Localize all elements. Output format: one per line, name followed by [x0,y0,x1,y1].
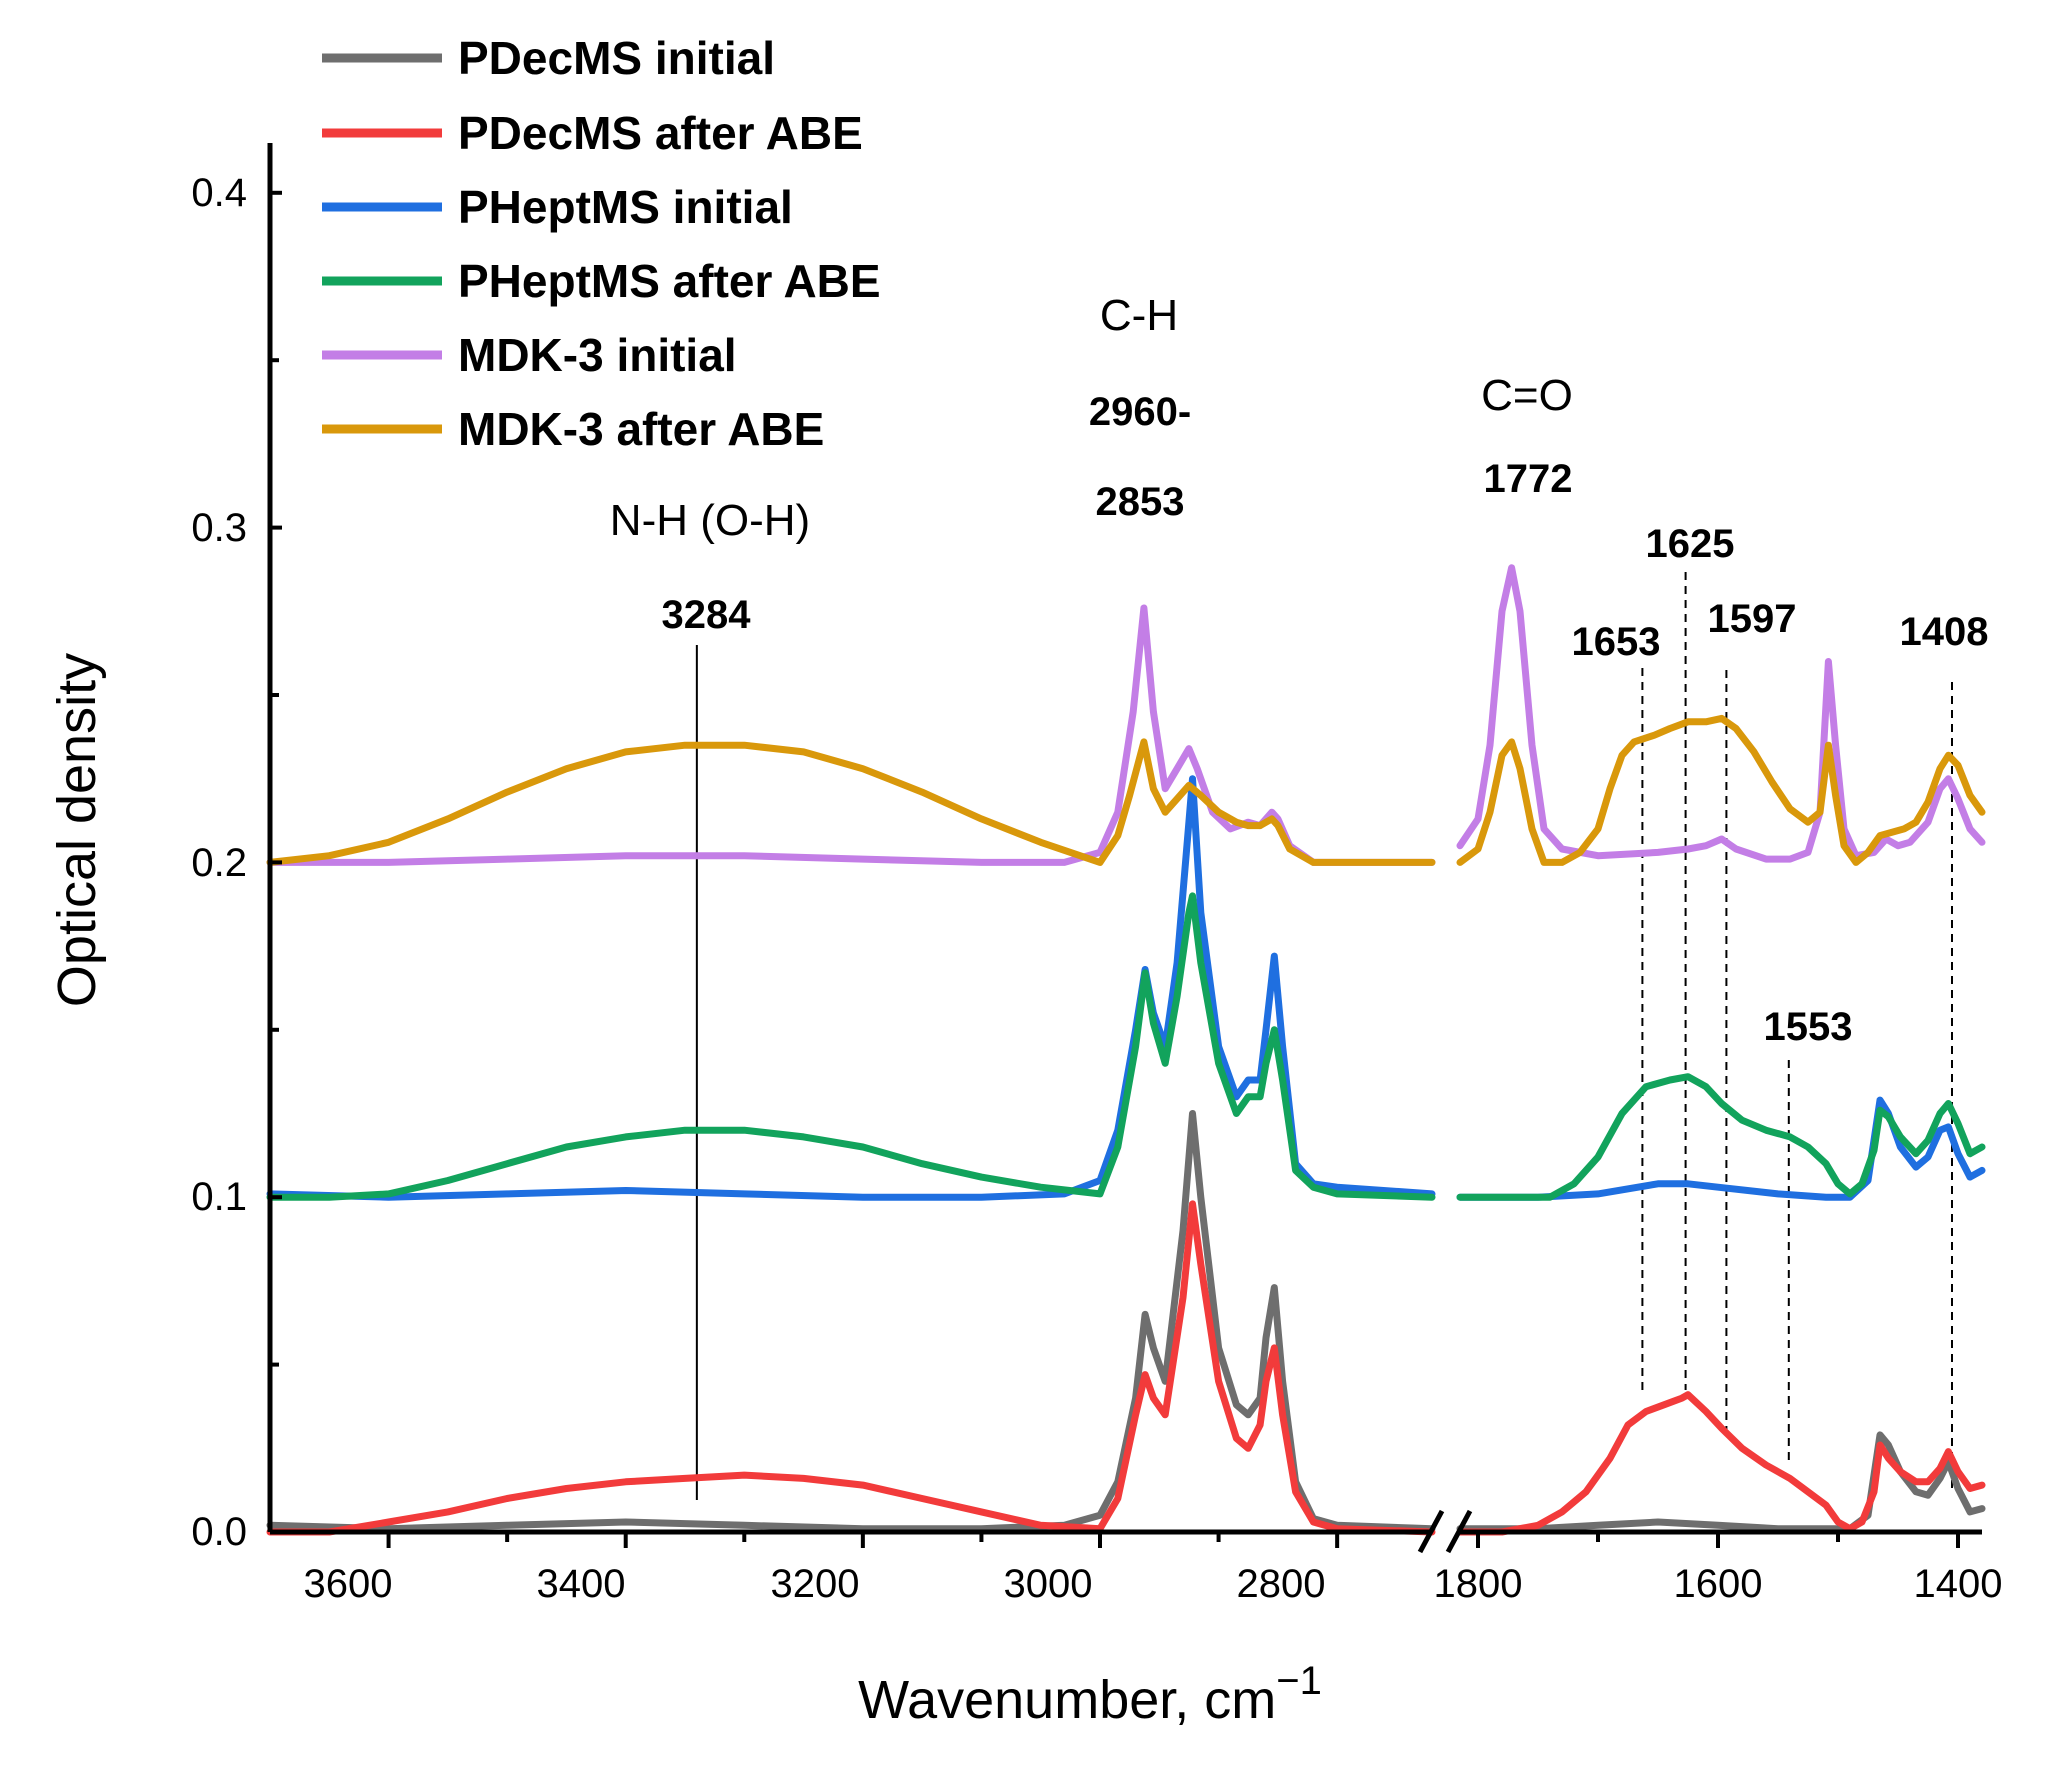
x-tick-labels: 3600 3400 3200 3000 2800 1800 1600 1400 [304,1562,2003,1606]
annotation-ch-value-1: 2960- [1089,390,1191,434]
reference-lines [695,572,1953,1500]
series-line-mdk-3-initial-low [1456,564,1986,863]
y-axis-title: Optical density [47,653,107,1007]
x-tick-label: 3000 [1004,1562,1093,1606]
x-axis-title-main: Wavenumber, cm [858,1670,1276,1730]
series-line-mdk-3-after-abe-high [266,738,1436,866]
legend-label: PHeptMS initial [458,181,793,233]
x-tick-label: 2800 [1237,1562,1326,1606]
series-line-pheptms-after-abe-low [1456,1073,1986,1201]
annotation-nh-value: 3284 [662,593,752,637]
y-tick-label: 0.4 [191,171,247,215]
annotation-co-value: 1772 [1484,457,1573,501]
x-tick-label: 3400 [537,1562,626,1606]
annotation-ch-label: C-H [1100,291,1178,340]
x-tick-label: 1600 [1674,1562,1763,1606]
legend-label: MDK-3 initial [458,329,737,381]
ticks [270,190,1960,1548]
y-tick-label: 0.0 [191,1510,247,1554]
x-tick-label: 1800 [1434,1562,1523,1606]
x-tick-label: 3600 [304,1562,393,1606]
legend: PDecMS initial PDecMS after ABE PHeptMS … [322,32,881,455]
series-line-pheptms-initial-low [1456,1096,1986,1201]
series-line-pheptms-after-abe-high [266,892,1436,1201]
x-axis-title: Wavenumber, cm−1 [858,1659,1322,1730]
legend-label: MDK-3 after ABE [458,403,824,455]
annotation-co-label: C=O [1481,371,1573,420]
x-axis-title-superscript: −1 [1276,1659,1322,1703]
series-line-pdecms-initial-low [1456,1431,1986,1533]
x-tick-label: 3200 [771,1562,860,1606]
series-line-mdk-3-initial-high [266,604,1436,866]
series-line-pdecms-after-abe-high [266,1200,1436,1536]
legend-label: PDecMS initial [458,32,775,84]
annotation-nh-label: N-H (O-H) [610,496,810,545]
y-tick-label: 0.3 [191,506,247,550]
series-line-pheptms-initial-high [266,775,1436,1201]
series-line-mdk-3-after-abe-low [1456,714,1986,866]
y-tick-label: 0.1 [191,1175,247,1219]
series-line-pdecms-initial-high [266,1110,1436,1533]
series-layer [266,564,1986,1536]
annotation-ch-value-2: 2853 [1096,480,1185,524]
annotation-peak-1597: 1597 [1708,597,1797,641]
y-tick-labels: 0.0 0.1 0.2 0.3 0.4 [191,171,247,1554]
annotation-peak-1653: 1653 [1572,620,1661,664]
annotation-peak-1625: 1625 [1646,522,1735,566]
axis-break-mark-left [1417,1509,1445,1554]
annotation-peak-1553: 1553 [1764,1005,1853,1049]
axis-break-mark-right [1445,1509,1473,1554]
y-tick-label: 0.2 [191,841,247,885]
legend-label: PDecMS after ABE [458,107,863,159]
series-line-pdecms-after-abe-low [1456,1391,1986,1536]
annotation-peak-1408: 1408 [1900,610,1989,654]
legend-label: PHeptMS after ABE [458,255,881,307]
x-tick-label: 1400 [1914,1562,2003,1606]
annotations: N-H (O-H) 3284 C-H 2960- 2853 C=O 1772 1… [610,291,1989,1049]
axes [267,143,1982,1554]
